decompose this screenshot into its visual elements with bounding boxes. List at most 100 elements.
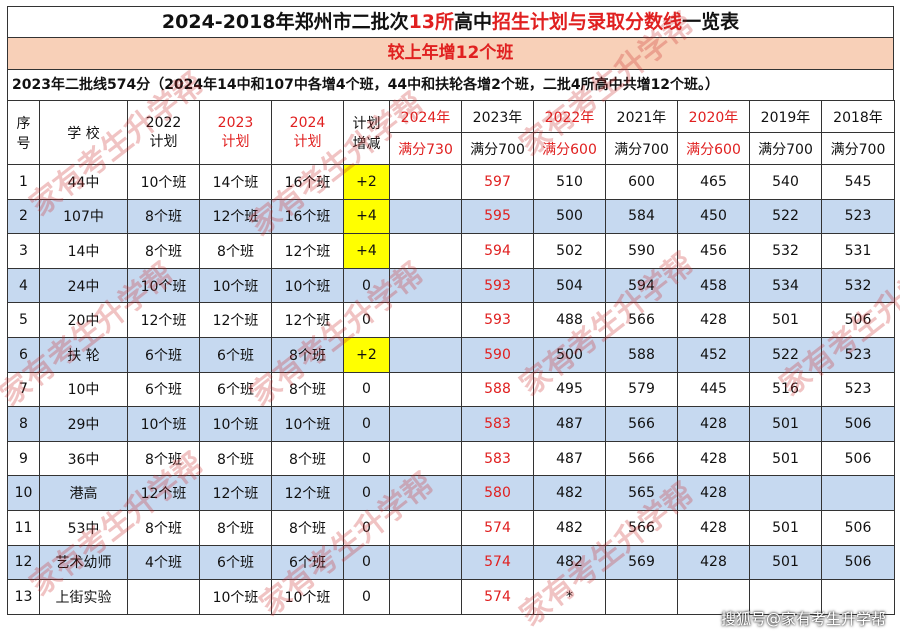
admission-table: 序 号 学 校 2022 计划 2023 计划 2024 计划 计划 <box>7 100 895 615</box>
header-plan-2023-label: 计划 <box>221 133 250 150</box>
header-plan-2022: 2022 计划 <box>127 100 200 165</box>
cell-school: 14中 <box>39 233 128 269</box>
cell-p2024: 12个班 <box>271 302 344 338</box>
cell-s2022: 482 <box>533 544 606 581</box>
cell-s2024 <box>389 336 462 373</box>
cell-s2021: 594 <box>605 267 678 304</box>
header-year-2018: 2018年 <box>821 100 895 133</box>
cell-idx: 5 <box>7 302 40 338</box>
cell-p2023: 10个班 <box>199 579 272 615</box>
cell-s2022: 500 <box>533 336 606 373</box>
cell-s2019: 501 <box>749 440 822 477</box>
table-row: 4 24中 10个班 10个班 10个班 0 593 504 594 458 534 532 <box>7 267 895 304</box>
cell-idx: 7 <box>7 371 40 408</box>
cell-s2021: 569 <box>605 544 678 581</box>
cell-p2022: 10个班 <box>127 406 200 442</box>
header-plan-2024-label: 计划 <box>293 133 322 150</box>
cell-s2020: 450 <box>677 198 750 235</box>
cell-s2023: 583 <box>461 406 534 442</box>
cell-idx: 12 <box>7 544 40 581</box>
cell-idx: 8 <box>7 406 40 442</box>
cell-s2018 <box>821 475 895 511</box>
cell-p2022: 8个班 <box>127 509 200 546</box>
cell-change: +2 <box>343 336 390 373</box>
cell-p2022 <box>127 579 200 615</box>
note-line: 2023年二批线574分（2024年14中和107中各增4个班，44中和扶轮各增… <box>7 69 894 100</box>
cell-p2023: 8个班 <box>199 509 272 546</box>
cell-s2019: 532 <box>749 233 822 269</box>
cell-s2024 <box>389 440 462 477</box>
header-year-2023: 2023年 <box>461 100 534 133</box>
cell-p2024: 16个班 <box>271 198 344 235</box>
cell-school: 20中 <box>39 302 128 338</box>
header-change: 计划 增减 <box>343 100 390 165</box>
header-year-2019: 2019年 <box>749 100 822 133</box>
cell-s2024 <box>389 509 462 546</box>
cell-p2023: 12个班 <box>199 198 272 235</box>
header-plan-2023: 2023 计划 <box>199 100 272 165</box>
cell-s2019: 501 <box>749 509 822 546</box>
table-row: 8 29中 10个班 10个班 10个班 0 583 487 566 428 501 506 <box>7 406 895 442</box>
cell-s2024 <box>389 164 462 200</box>
cell-s2023: 594 <box>461 233 534 269</box>
cell-s2020: 456 <box>677 233 750 269</box>
cell-school: 53中 <box>39 509 128 546</box>
cell-idx: 10 <box>7 475 40 511</box>
cell-idx: 11 <box>7 509 40 546</box>
header-school: 学 校 <box>39 100 128 165</box>
table-row: 2 107中 8个班 12个班 16个班 +4 595 500 584 450 522 523 <box>7 198 895 235</box>
cell-change: +4 <box>343 198 390 235</box>
cell-s2022: 482 <box>533 475 606 511</box>
cell-school: 44中 <box>39 164 128 200</box>
cell-p2022: 10个班 <box>127 164 200 200</box>
cell-school: 29中 <box>39 406 128 442</box>
cell-p2023: 10个班 <box>199 406 272 442</box>
cell-school: 36中 <box>39 440 128 477</box>
cell-change: 0 <box>343 267 390 304</box>
header-index: 序 号 <box>7 100 40 165</box>
cell-p2022: 8个班 <box>127 233 200 269</box>
cell-school: 扶 轮 <box>39 336 128 373</box>
table-row: 12 艺术幼师 4个班 6个班 6个班 0 574 482 569 428 501 506 <box>7 544 895 581</box>
cell-p2022: 8个班 <box>127 198 200 235</box>
cell-s2021: 584 <box>605 198 678 235</box>
cell-idx: 4 <box>7 267 40 304</box>
fullscore-2021: 满分700 <box>605 132 678 165</box>
subtitle-banner: 较上年增12个班 <box>7 37 894 69</box>
header-year-2021: 2021年 <box>605 100 678 133</box>
cell-s2020: 452 <box>677 336 750 373</box>
cell-s2024 <box>389 302 462 338</box>
cell-p2022: 8个班 <box>127 440 200 477</box>
cell-p2023: 14个班 <box>199 164 272 200</box>
cell-s2020: 445 <box>677 371 750 408</box>
cell-change: 0 <box>343 475 390 511</box>
cell-p2024: 10个班 <box>271 406 344 442</box>
cell-s2018 <box>821 579 895 615</box>
cell-s2023: 593 <box>461 302 534 338</box>
cell-s2020: 428 <box>677 509 750 546</box>
cell-idx: 1 <box>7 164 40 200</box>
cell-s2022: 510 <box>533 164 606 200</box>
source-caption: 搜狐号@家有考生升学帮 <box>720 610 886 628</box>
cell-p2024: 12个班 <box>271 233 344 269</box>
cell-p2024: 6个班 <box>271 544 344 581</box>
cell-p2023: 6个班 <box>199 371 272 408</box>
header-change-line2: 增减 <box>352 135 381 152</box>
cell-p2024: 8个班 <box>271 336 344 373</box>
cell-change: 0 <box>343 440 390 477</box>
table-row: 5 20中 12个班 12个班 12个班 0 593 488 566 428 501 506 <box>7 302 895 338</box>
cell-p2024: 10个班 <box>271 579 344 615</box>
fullscore-2019: 满分700 <box>749 132 822 165</box>
cell-s2019: 501 <box>749 302 822 338</box>
cell-s2018: 506 <box>821 302 895 338</box>
cell-school: 107中 <box>39 198 128 235</box>
cell-p2024: 12个班 <box>271 475 344 511</box>
cell-s2018: 545 <box>821 164 895 200</box>
cell-s2021: 566 <box>605 406 678 442</box>
cell-p2022: 6个班 <box>127 371 200 408</box>
cell-idx: 6 <box>7 336 40 373</box>
cell-s2018: 506 <box>821 544 895 581</box>
cell-p2024: 10个班 <box>271 267 344 304</box>
cell-s2021: 565 <box>605 475 678 511</box>
